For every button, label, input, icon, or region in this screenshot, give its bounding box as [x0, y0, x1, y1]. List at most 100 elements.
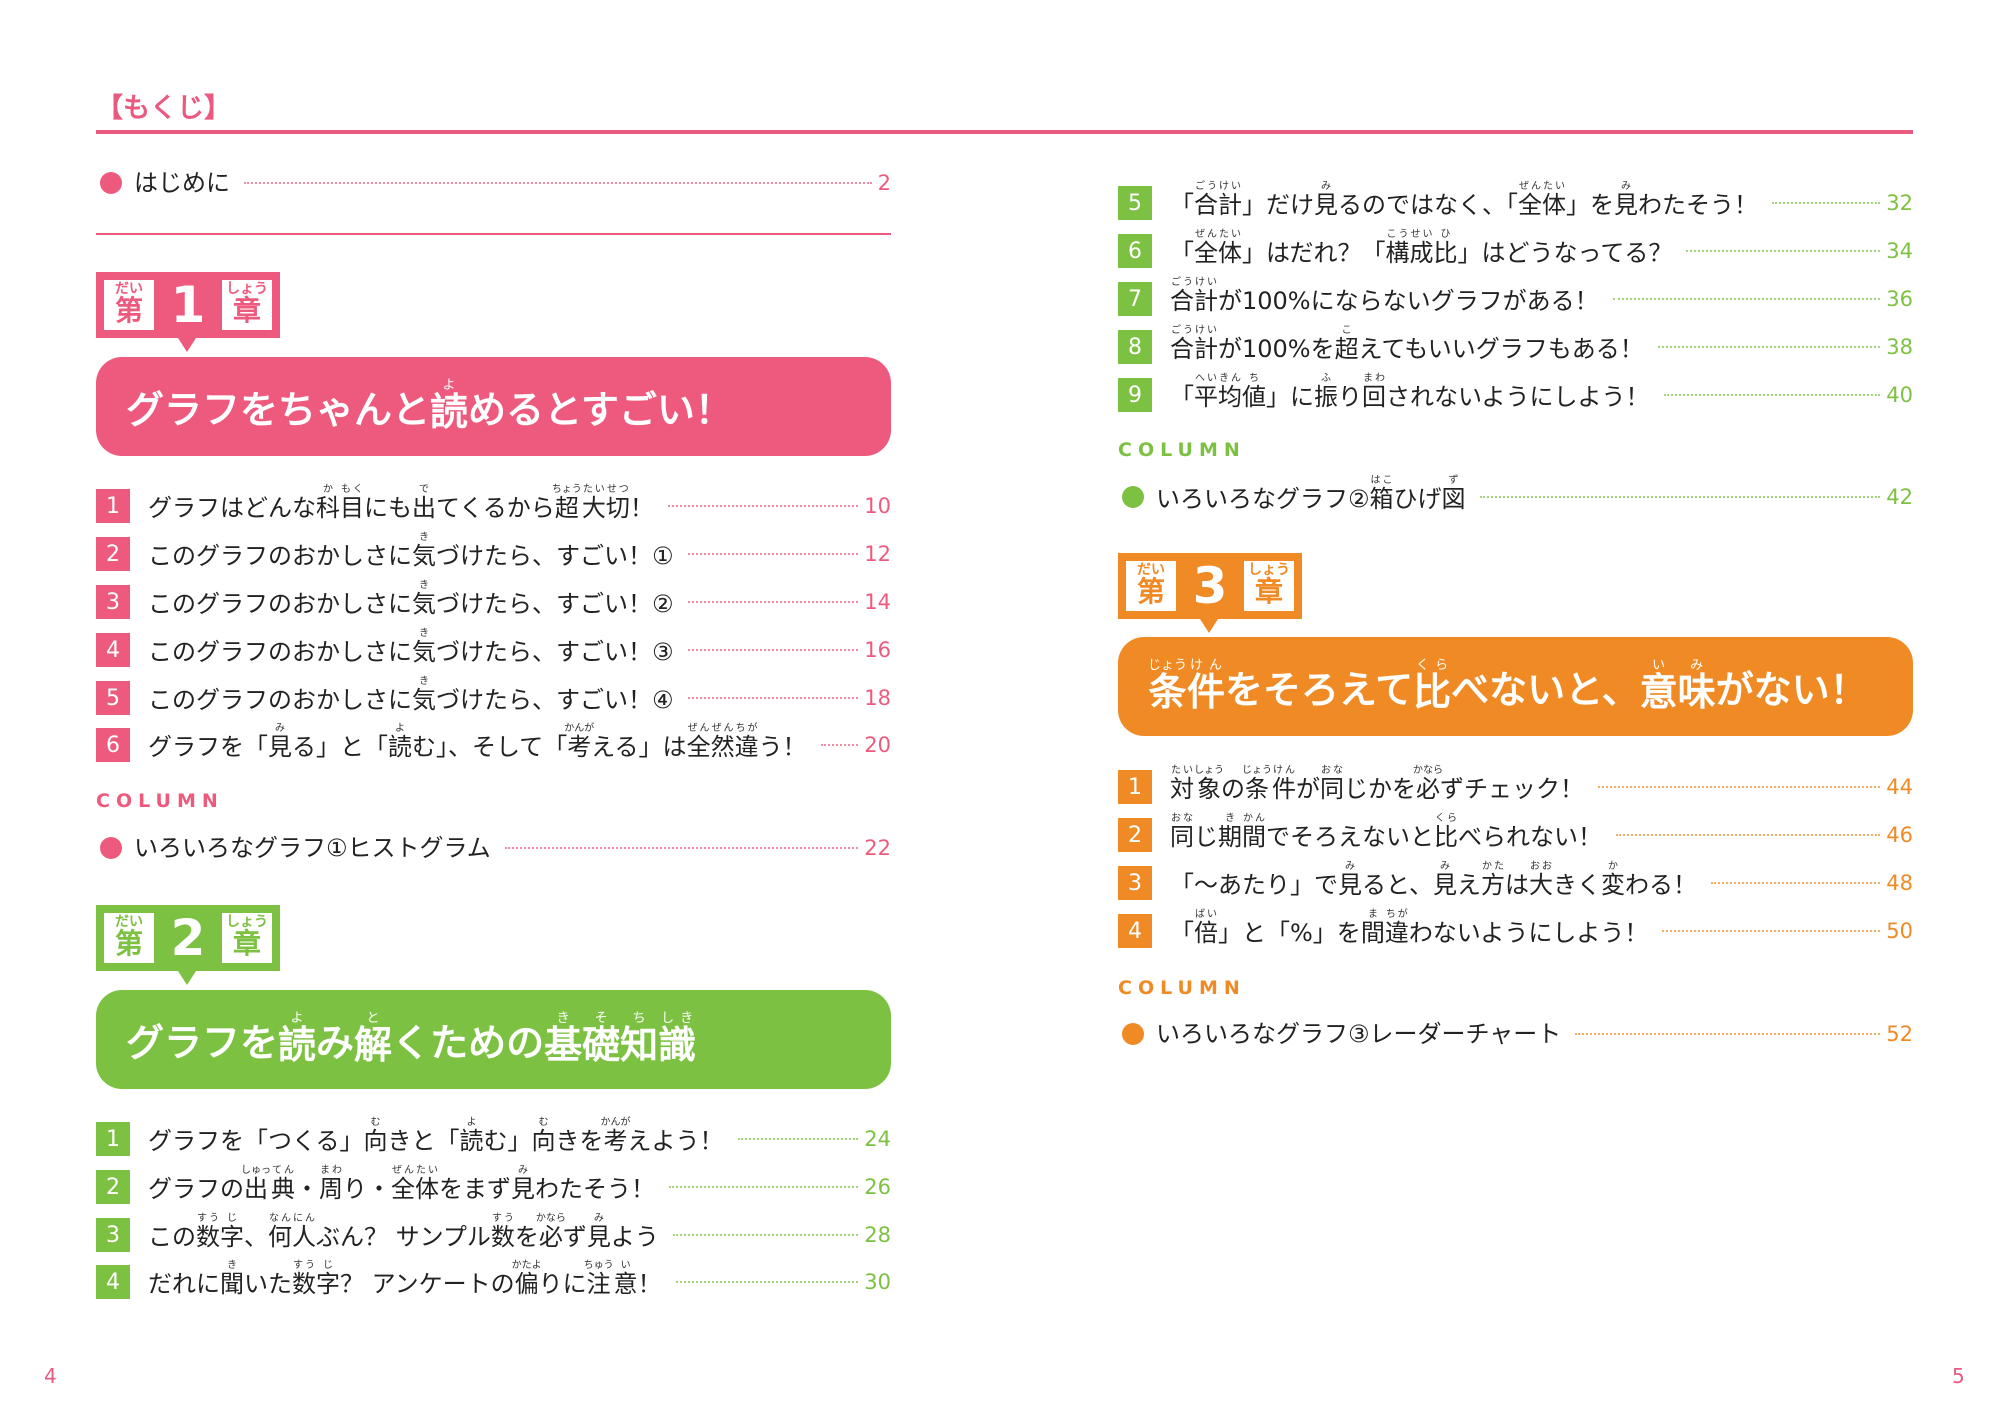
item-page: 40 [1886, 383, 1913, 407]
toc-item[interactable]: 5 「合ごう計けい」だけ見みるのではなく、「全ぜん体たい」を見みわたそう！ 32 [1118, 181, 1913, 223]
item-number: 2 [1118, 818, 1152, 852]
item-title: グラフを「見みる」と「読よむ」、そして「考かんがえる」は全ぜん然ぜん違ちがう！ [148, 723, 807, 761]
toc-column-item[interactable]: いろいろなグラフ②箱はこひげ図ず 42 [1118, 475, 1913, 517]
item-number: 9 [1118, 378, 1152, 412]
dot-leader [1711, 882, 1881, 884]
toc-item[interactable]: 5 このグラフのおかしさに気きづけたら、すごい！④ 18 [96, 676, 891, 718]
item-page: 38 [1886, 335, 1913, 359]
chapter-number: 3 [1192, 557, 1228, 615]
dot-leader [244, 182, 872, 184]
bullet-dot-icon [1122, 486, 1144, 508]
dot-leader [1663, 394, 1881, 396]
dot-leader [667, 505, 859, 507]
item-title: このグラフのおかしさに気きづけたら、すごい！④ [148, 676, 674, 714]
item-number: 1 [96, 489, 130, 523]
item-number: 7 [1118, 282, 1152, 316]
dot-leader [737, 1138, 859, 1140]
item-number: 3 [96, 1218, 130, 1252]
item-page: 50 [1886, 919, 1913, 943]
toc-item[interactable]: 3 この数すう字じ、何なん人にんぶん？ サンプル数すうを必かならず見みよう 28 [96, 1213, 891, 1255]
item-page: 16 [864, 638, 891, 662]
chapter-suffix: 章しょう [222, 280, 272, 330]
column-heading: COLUMN [1118, 977, 1246, 999]
column-heading: COLUMN [1118, 439, 1246, 461]
page-number-left: 4 [44, 1364, 57, 1388]
toc-item[interactable]: 2 同おなじ期き間かんでそろえないと比くらべられない！ 46 [1118, 813, 1913, 855]
chapter-number: 1 [170, 276, 206, 334]
toc-item[interactable]: 2 このグラフのおかしさに気きづけたら、すごい！① 12 [96, 532, 891, 574]
item-title: 合ごう計けいが100%にならないグラフがある！ [1170, 277, 1599, 315]
toc-item[interactable]: 4 「倍ばい」と「%」を間ま違ちがわないようにしよう！ 50 [1118, 909, 1913, 951]
chapter-2-banner[interactable]: グラフを 読よみ解と くための 基き 礎そ 知ち 識しき [96, 990, 891, 1089]
toc-item[interactable]: 6 「全ぜん体たい」はだれ？「構こう成せい比ひ」はどうなってる？ 34 [1118, 229, 1913, 271]
item-page: 2 [877, 171, 891, 195]
dot-leader [672, 1234, 859, 1236]
toc-item[interactable]: 1 対たい象しょうの条じょう件けんが同おなじかを必かならずチェック！ 44 [1118, 765, 1913, 807]
item-page: 48 [1886, 871, 1913, 895]
item-page: 30 [864, 1270, 891, 1294]
toc-item[interactable]: 9 「平へい均きん値ち」に振ふり回まわされないようにしよう！ 40 [1118, 373, 1913, 415]
item-page: 24 [864, 1127, 891, 1151]
item-title: グラフを「つくる」向むきと「読よむ」向むきを考かんがえよう！ [148, 1117, 724, 1155]
item-number: 5 [96, 681, 130, 715]
item-title: 同おなじ期き間かんでそろえないと比くらべられない！ [1170, 813, 1602, 851]
item-number: 5 [1118, 186, 1152, 220]
toc-column-item[interactable]: いろいろなグラフ①ヒストグラム 22 [96, 828, 891, 868]
item-title: 「合ごう計けい」だけ見みるのではなく、「全ぜん体たい」を見みわたそう！ [1170, 181, 1758, 219]
toc-column-item[interactable]: いろいろなグラフ③レーダーチャート 52 [1118, 1014, 1913, 1054]
toc-heading: 【もくじ】 [96, 93, 231, 124]
item-title: この数すう字じ、何なん人にんぶん？ サンプル数すうを必かならず見みよう [148, 1213, 659, 1251]
toc-item[interactable]: 3 このグラフのおかしさに気きづけたら、すごい！② 14 [96, 580, 891, 622]
item-page: 14 [864, 590, 891, 614]
chapter-1-banner[interactable]: グラフをちゃんと 読よ めるとすごい！ [96, 357, 891, 456]
chapter-3-banner[interactable]: 条じょう 件けん をそろえて 比くら べないと、 意い 味み がない！ [1118, 637, 1913, 736]
dot-leader [687, 601, 859, 603]
dot-leader [504, 847, 859, 849]
item-number: 1 [1118, 770, 1152, 804]
item-number: 3 [1118, 866, 1152, 900]
item-page: 46 [1886, 823, 1913, 847]
item-number: 6 [96, 728, 130, 762]
dot-leader [669, 1186, 859, 1188]
item-title: だれに聞きいた数すう字じ？ アンケートの偏かたよりに注ちゅう意い！ [148, 1260, 662, 1298]
item-page: 12 [864, 542, 891, 566]
dot-leader [687, 697, 859, 699]
toc-item[interactable]: 1 グラフはどんな科か目もくにも出でてくるから超ちょう大たい切せつ！ 10 [96, 484, 891, 526]
item-number: 2 [96, 1170, 130, 1204]
toc-item[interactable]: 2 グラフの出しゅっ典てん・周まわり・全ぜん体たいをまず見みわたそう！ 26 [96, 1165, 891, 1207]
bullet-dot-icon [100, 837, 122, 859]
toc-item[interactable]: 3 「～あたり」で見みると、見みえ方かたは大おおきく変かわる！ 48 [1118, 861, 1913, 903]
dot-leader [1598, 786, 1881, 788]
dot-leader [1657, 346, 1881, 348]
chapter-number: 2 [170, 909, 206, 967]
item-title: 「全ぜん体たい」はだれ？「構こう成せい比ひ」はどうなってる？ [1170, 229, 1673, 267]
section-divider [96, 233, 891, 235]
item-number: 8 [1118, 330, 1152, 364]
item-title: 「～あたり」で見みると、見みえ方かたは大おおきく変かわる！ [1170, 861, 1698, 899]
toc-item[interactable]: 4 だれに聞きいた数すう字じ？ アンケートの偏かたよりに注ちゅう意い！ 30 [96, 1260, 891, 1302]
item-number: 2 [96, 537, 130, 571]
dot-leader [1772, 202, 1881, 204]
toc-item[interactable]: 6 グラフを「見みる」と「読よむ」、そして「考かんがえる」は全ぜん然ぜん違ちがう！… [96, 723, 891, 765]
chapter-prefix: 第だい [104, 913, 154, 963]
toc-item-intro[interactable]: はじめに 2 [96, 163, 891, 203]
item-page: 34 [1886, 239, 1913, 263]
item-number: 3 [96, 585, 130, 619]
item-title: いろいろなグラフ③レーダーチャート [1156, 1020, 1562, 1048]
dot-leader [1616, 834, 1881, 836]
item-page: 42 [1886, 485, 1913, 509]
item-page: 36 [1886, 287, 1913, 311]
item-title: 対たい象しょうの条じょう件けんが同おなじかを必かならずチェック！ [1170, 765, 1584, 803]
toc-item[interactable]: 8 合ごう計けいが100%を超こえてもいいグラフもある！ 38 [1118, 325, 1913, 367]
toc-item[interactable]: 1 グラフを「つくる」向むきと「読よむ」向むきを考かんがえよう！ 24 [96, 1117, 891, 1159]
item-number: 1 [96, 1122, 130, 1156]
dot-leader [687, 649, 859, 651]
item-page: 22 [864, 836, 891, 860]
toc-item[interactable]: 7 合ごう計けいが100%にならないグラフがある！ 36 [1118, 277, 1913, 319]
item-number: 4 [96, 1265, 130, 1299]
bullet-dot-icon [100, 172, 122, 194]
item-title: このグラフのおかしさに気きづけたら、すごい！② [148, 580, 674, 618]
item-title: このグラフのおかしさに気きづけたら、すごい！① [148, 532, 674, 570]
item-title: はじめに [134, 169, 230, 197]
toc-item[interactable]: 4 このグラフのおかしさに気きづけたら、すごい！③ 16 [96, 628, 891, 670]
